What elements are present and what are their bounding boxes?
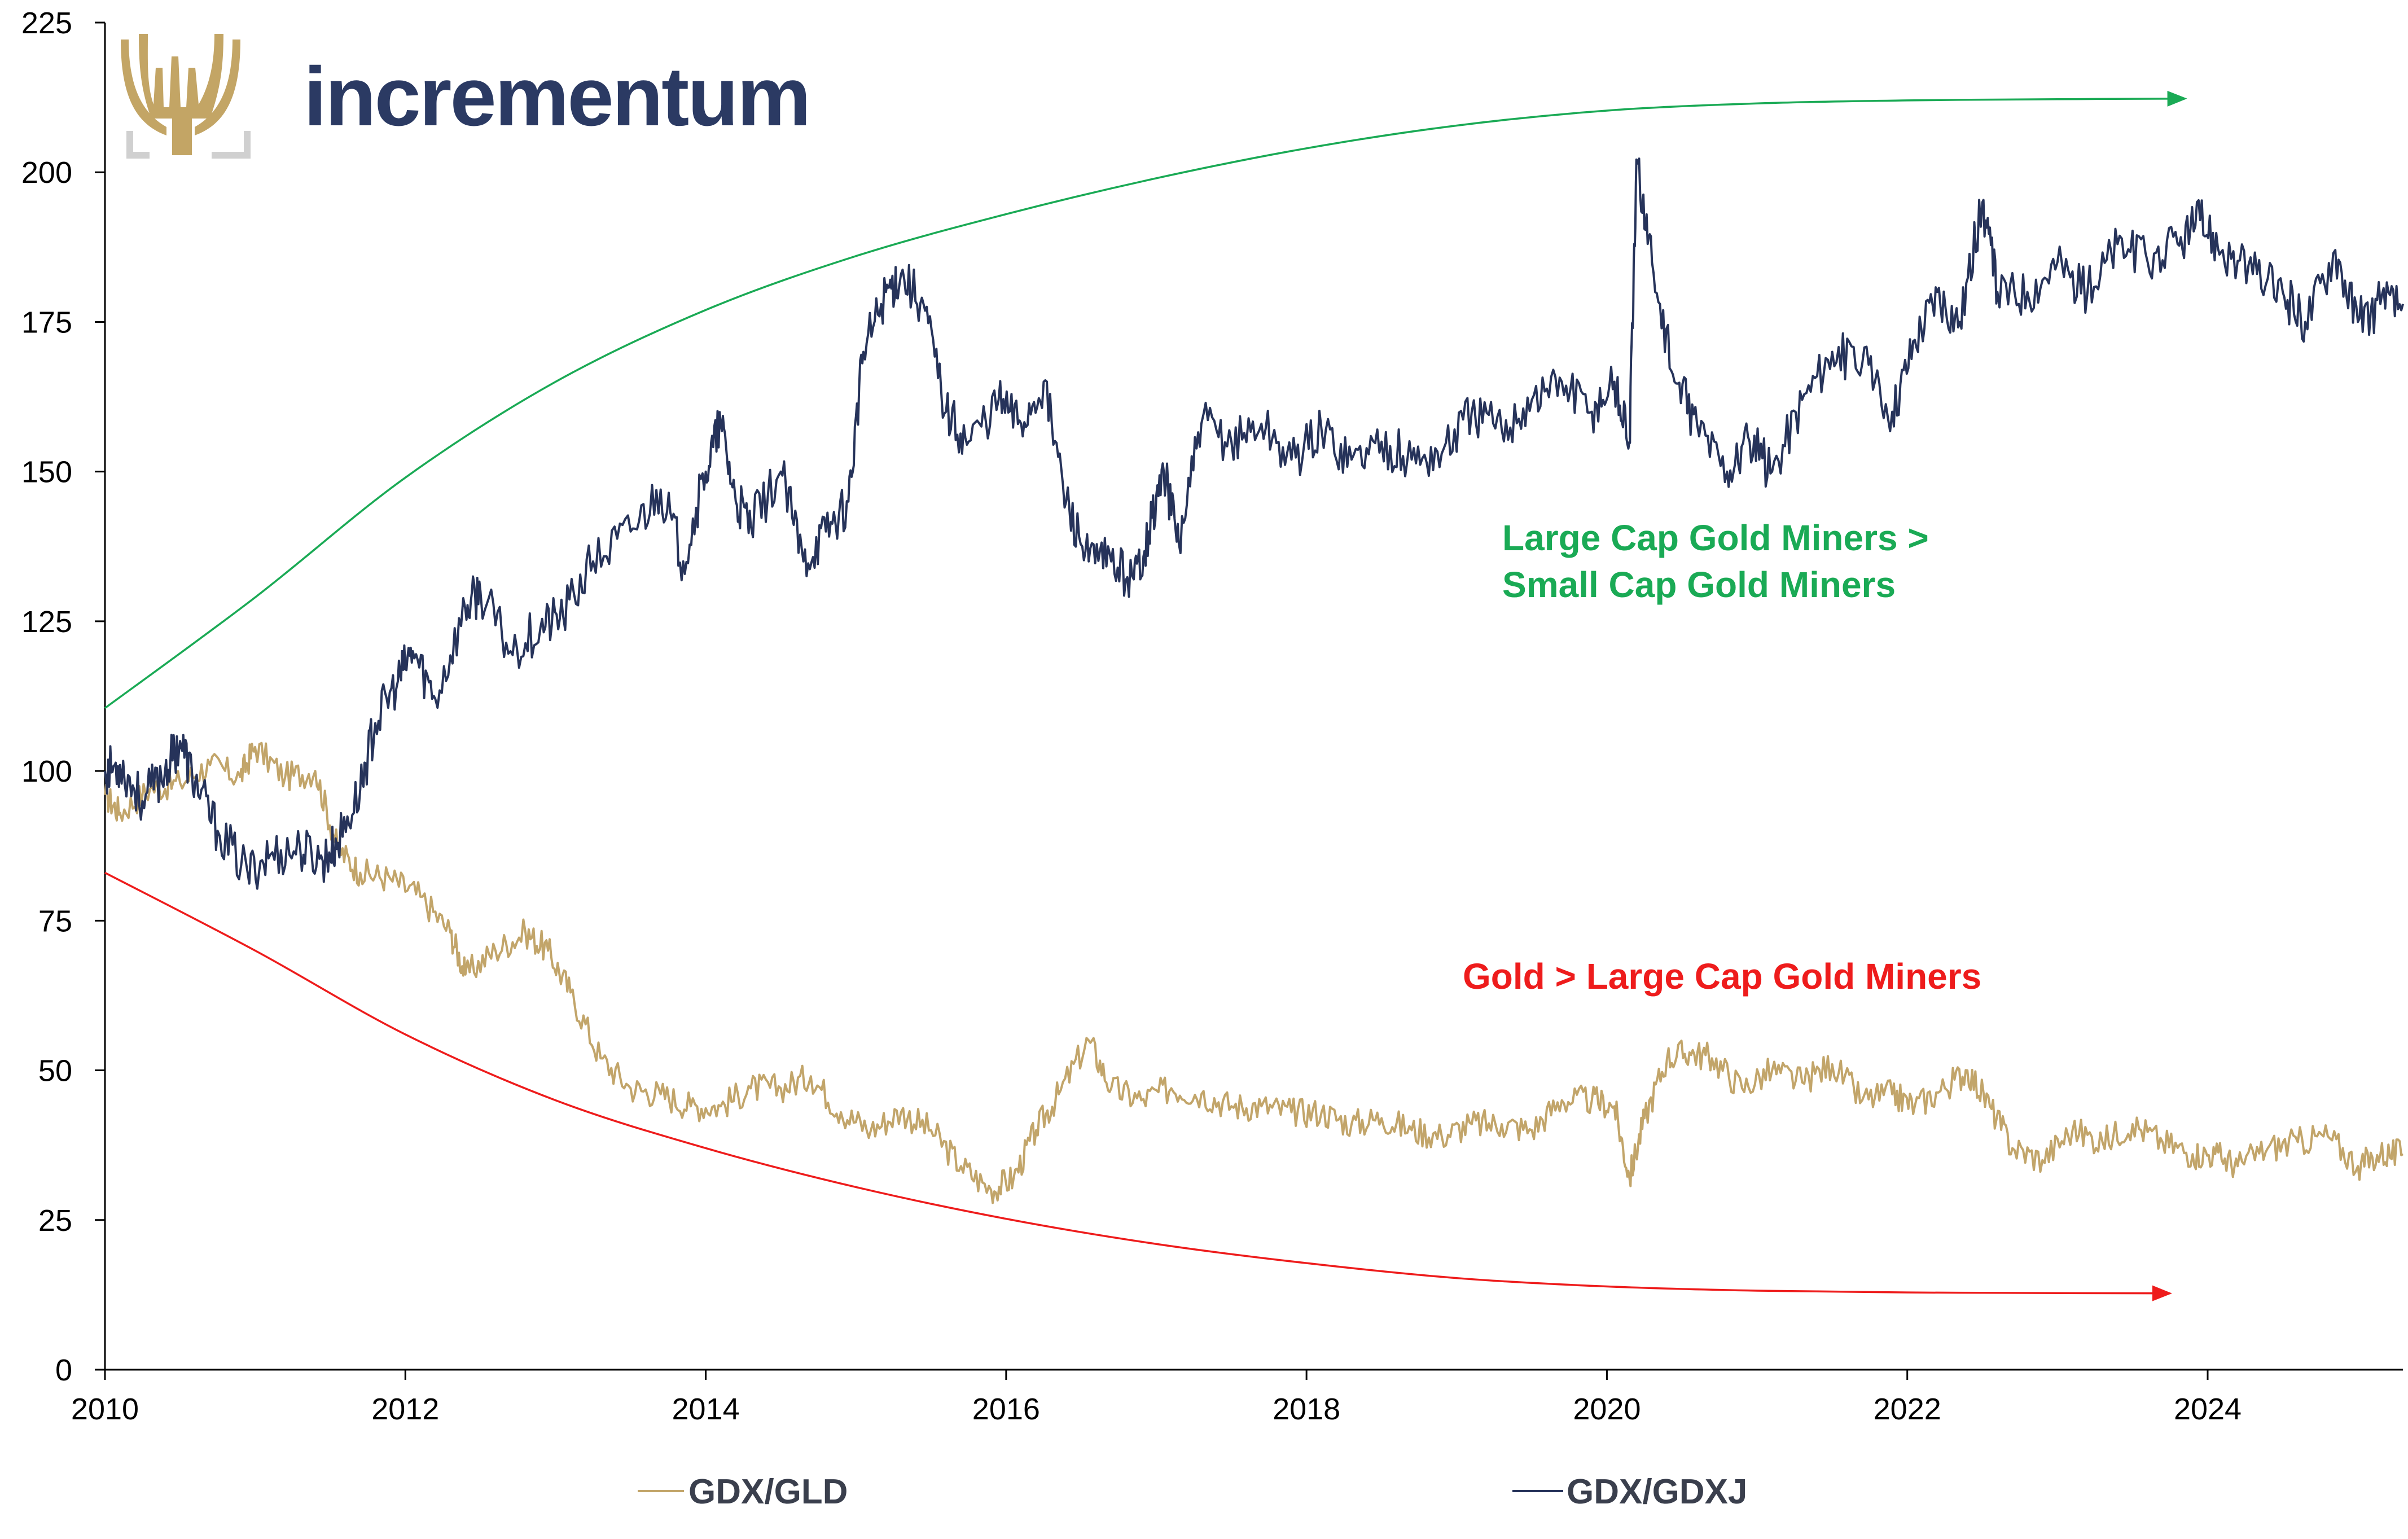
x-tick-label: 2010 (71, 1392, 139, 1426)
x-tick-label: 2012 (371, 1392, 439, 1426)
annotation-gold-vs-large: Gold > Large Cap Gold Miners (1463, 956, 1981, 997)
legend-label-gdx-gdxj: GDX/GDXJ (1567, 1472, 1747, 1511)
y-tick-label: 150 (21, 455, 72, 489)
x-tick-label: 2020 (1573, 1392, 1641, 1426)
y-tick-label: 100 (21, 755, 72, 788)
annotation-large-vs-small-line2: Small Cap Gold Miners (1502, 564, 1896, 605)
y-tick-label: 50 (38, 1054, 72, 1088)
incrementum-logo: incrementum (121, 34, 811, 159)
series-line-gdx-gdxj (104, 157, 2404, 890)
y-tick-label: 175 (21, 305, 72, 339)
tree-logo-icon (121, 34, 251, 159)
y-tick-label: 0 (55, 1353, 72, 1387)
trend-arrow-down (104, 871, 2172, 1301)
y-ticks: 0 25 50 75 100 125 150 175 200 225 (21, 6, 105, 1387)
x-tick-label: 2022 (1874, 1392, 1941, 1426)
x-tick-label: 2016 (972, 1392, 1040, 1426)
y-tick-label: 200 (21, 156, 72, 190)
y-tick-label: 25 (38, 1204, 72, 1238)
legend-label-gdx-gld: GDX/GLD (688, 1472, 848, 1511)
y-tick-label: 225 (21, 6, 72, 40)
x-tick-label: 2018 (1273, 1392, 1340, 1426)
annotation-large-vs-small-line1: Large Cap Gold Miners > (1502, 518, 1929, 558)
y-tick-label: 125 (21, 605, 72, 639)
x-ticks: 2010 2012 2014 2016 2018 2020 2022 2024 (71, 1370, 2242, 1426)
x-tick-label: 2014 (672, 1392, 740, 1426)
legend: GDX/GLD GDX/GDXJ (638, 1472, 1747, 1511)
y-tick-label: 75 (38, 904, 72, 938)
brand-name: incrementum (304, 50, 809, 143)
series-line-gdx-gld (104, 742, 2404, 1204)
x-tick-label: 2024 (2174, 1392, 2242, 1426)
trend-arrow-up (104, 90, 2187, 709)
